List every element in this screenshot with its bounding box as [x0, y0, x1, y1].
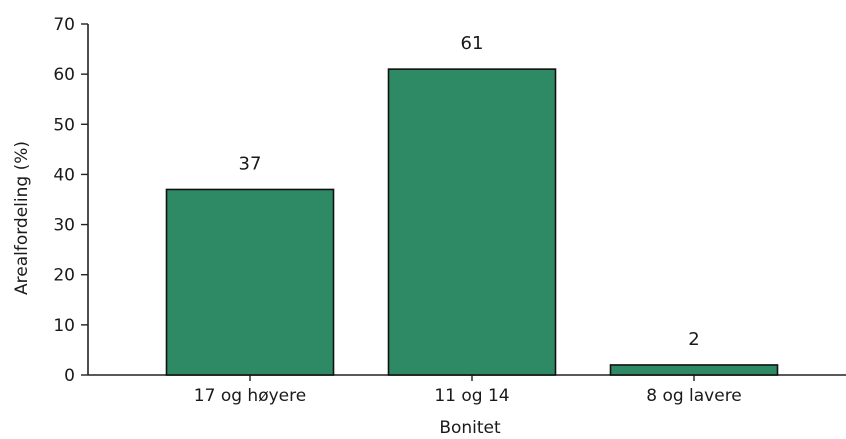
- bar: [387, 68, 557, 376]
- y-tick-label: 0: [64, 366, 75, 386]
- bar: [165, 188, 335, 376]
- y-tick-label: 30: [53, 216, 75, 236]
- category-label: 17 og høyere: [194, 386, 306, 406]
- y-tick-label: 60: [53, 65, 75, 85]
- category-labels: 17 og høyere 11 og 14 8 og lavere: [194, 386, 742, 406]
- bar: [609, 364, 779, 376]
- y-tick-label: 50: [53, 115, 75, 135]
- data-label: 37: [239, 153, 262, 174]
- y-axis-title: Arealfordeling (%): [12, 141, 32, 295]
- category-label: 8 og lavere: [646, 386, 742, 406]
- y-tick-label: 20: [53, 266, 75, 286]
- y-tick-label: 70: [53, 15, 75, 35]
- category-label: 11 og 14: [434, 386, 509, 406]
- data-label: 2: [688, 329, 699, 350]
- bars: [165, 68, 779, 376]
- data-labels: 37 61 2: [239, 33, 700, 350]
- y-tick-label: 40: [53, 165, 75, 185]
- x-axis: [88, 374, 846, 381]
- y-axis: 0 10 20 30 40 50 60 70: [53, 15, 89, 386]
- y-tick-label: 10: [53, 316, 75, 336]
- x-axis-title: Bonitet: [439, 418, 501, 438]
- data-label: 61: [461, 33, 484, 54]
